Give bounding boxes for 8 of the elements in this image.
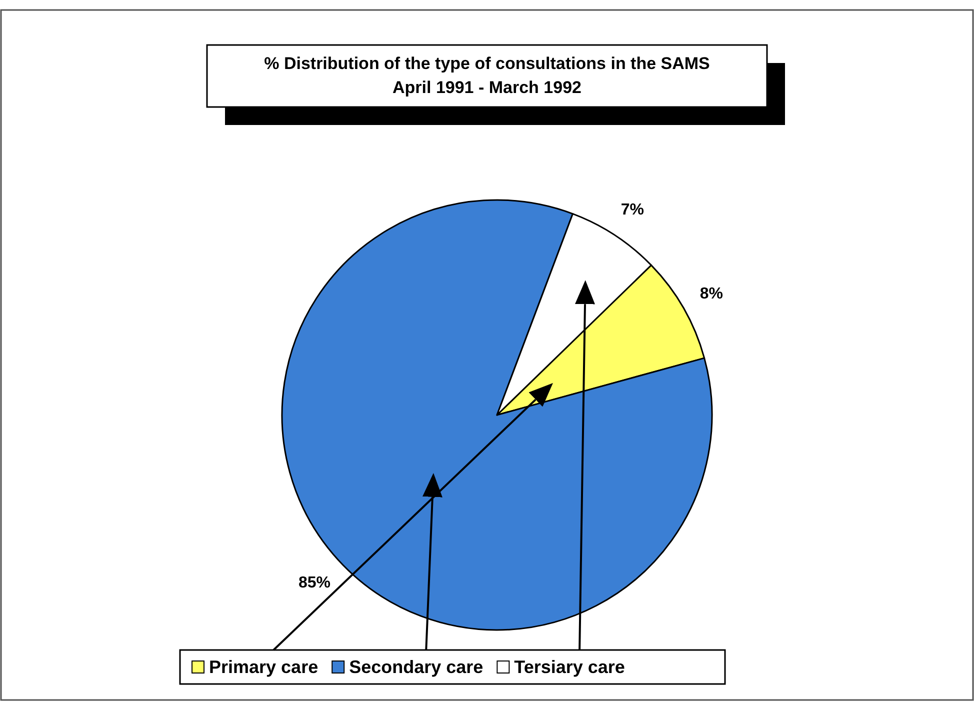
- legend-label: Primary care: [209, 657, 318, 677]
- chart-subtitle: April 1991 - March 1992: [392, 78, 582, 97]
- data-label: 85%: [298, 574, 331, 592]
- legend-label: Secondary care: [349, 657, 484, 677]
- data-label: 8%: [700, 285, 723, 302]
- legend-label: Tersiary care: [514, 657, 625, 677]
- chart-title: % Distribution of the type of consultations in the SAMS: [264, 54, 710, 73]
- data-label: 7%: [620, 201, 644, 218]
